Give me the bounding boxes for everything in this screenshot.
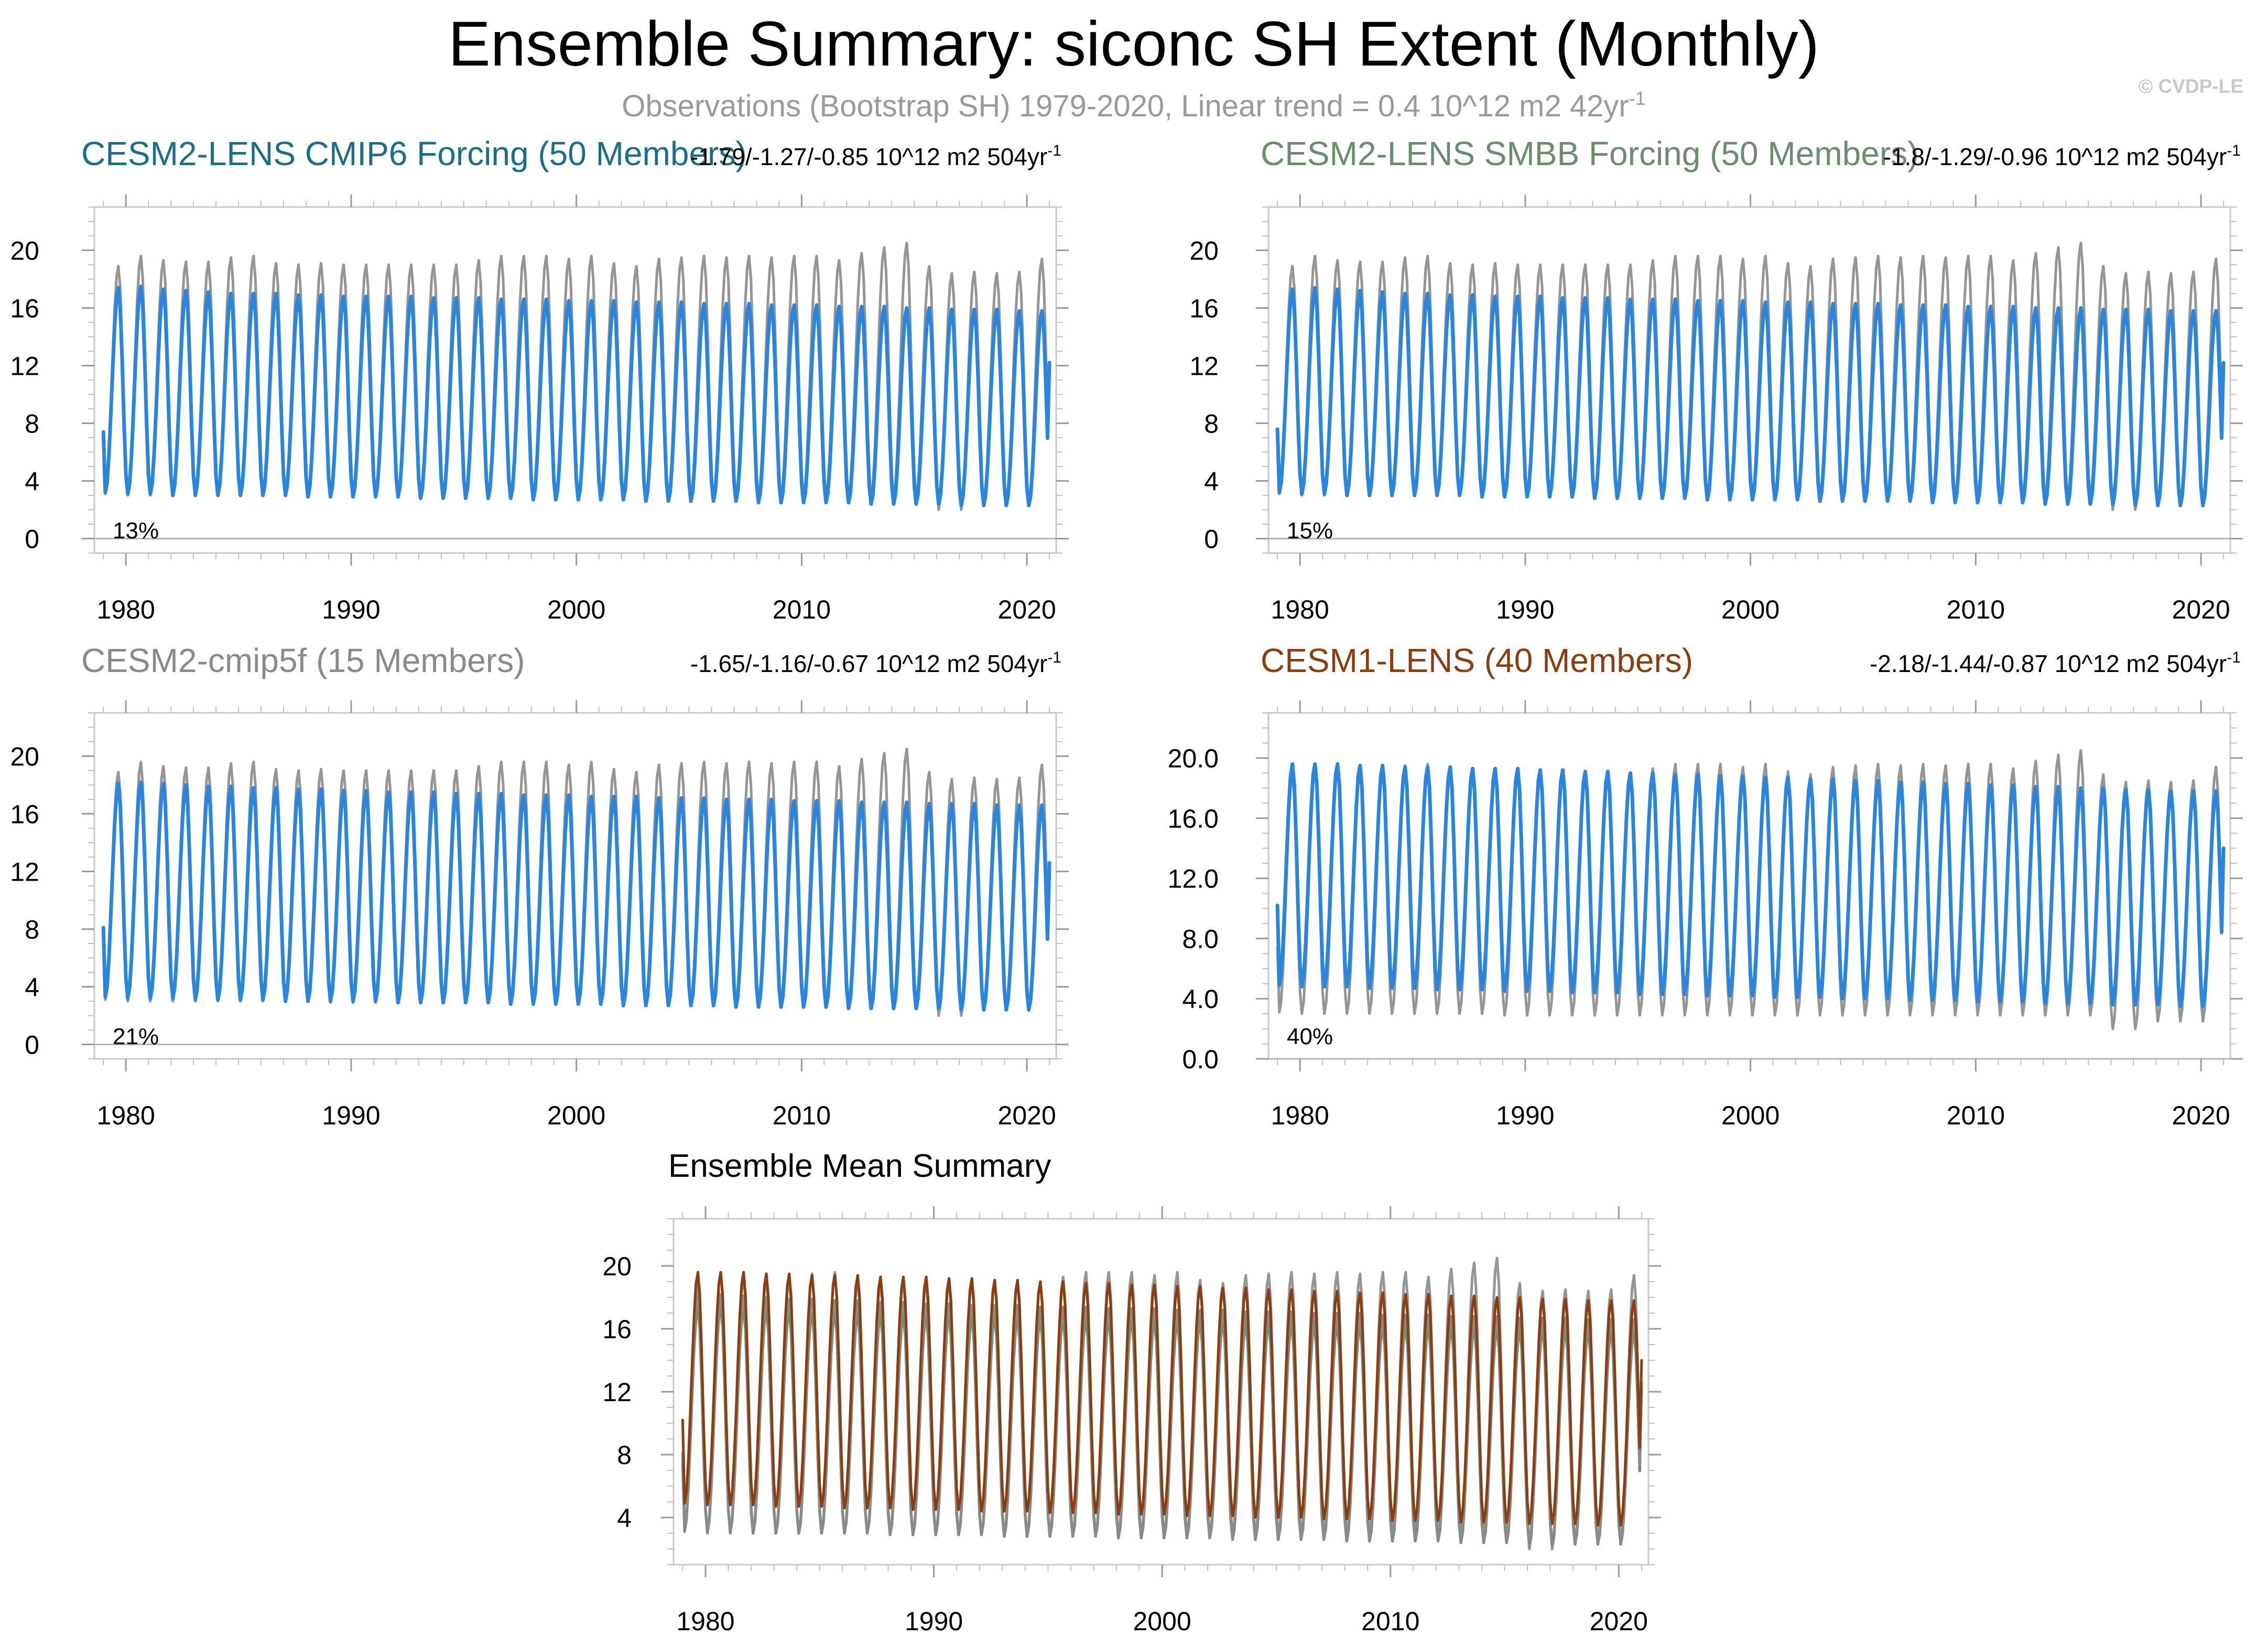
- y-tick-label: 20: [10, 742, 39, 772]
- chart-panel-2: 0 4 8 12 16 20 1980 1990 2000 2010 2020 CESM2-LENS …: [1189, 135, 2243, 624]
- y-tick-label: 12: [602, 1378, 632, 1407]
- y-tick-label: 8: [25, 409, 39, 439]
- x-tick-label: 1990: [322, 1101, 380, 1130]
- x-tick-label: 2020: [998, 1101, 1056, 1130]
- x-tick-label: 2000: [1721, 1101, 1779, 1130]
- x-tick-label: 2010: [1947, 595, 2005, 624]
- series-line-ensemble-mean: [1275, 286, 2226, 507]
- panel-title: CESM2-cmip5f (15 Members): [81, 642, 525, 679]
- x-tick-label: 2010: [773, 595, 831, 624]
- x-tick-label: 1980: [1271, 595, 1329, 624]
- series-line-cesm2-cmip5f: [681, 1293, 1643, 1544]
- x-tick-label: 1990: [905, 1607, 963, 1636]
- y-tick-label: 12: [10, 858, 39, 887]
- y-tick-label: 12: [1189, 352, 1219, 381]
- series-line-ensemble-mean: [1275, 762, 2226, 1009]
- chart-panel-5: 4 8 12 16 20 1980 1990 2000 2010 2020 Ensemble Mea…: [602, 1148, 1661, 1636]
- x-tick-label: 2010: [1947, 1101, 2005, 1130]
- y-tick-label: 8.0: [1182, 924, 1219, 953]
- trend-label: -1.65/-1.16/-0.67 10^12 m2 504yr-1: [690, 649, 1061, 677]
- y-tick-label: 4.0: [1182, 984, 1219, 1014]
- y-tick-label: 16: [1189, 294, 1219, 323]
- trend-label: -1.8/-1.29/-0.96 10^12 m2 504yr-1: [1883, 142, 2241, 170]
- figure-subtitle-text: Observations (Bootstrap SH) 1979-2020, L…: [622, 89, 1629, 123]
- y-tick-label: 16: [602, 1315, 632, 1344]
- panel-title: CESM2-LENS SMBB Forcing (50 Members): [1261, 135, 1918, 172]
- y-tick-label: 12: [10, 352, 39, 381]
- series-line-ensemble-mean: [101, 284, 1051, 507]
- x-tick-label: 1980: [97, 595, 155, 624]
- figure-subtitle: Observations (Bootstrap SH) 1979-2020, L…: [622, 88, 1645, 123]
- y-tick-label: 4: [1204, 467, 1219, 496]
- percent-label: 21%: [113, 1024, 159, 1049]
- trend-label: -2.18/-1.44/-0.87 10^12 m2 504yr-1: [1870, 649, 2241, 677]
- x-tick-label: 2000: [1133, 1607, 1191, 1636]
- y-tick-label: 20: [1189, 236, 1219, 266]
- y-tick-label: 16: [10, 800, 39, 829]
- series-line-ensemble-mean: [101, 780, 1051, 1012]
- minor-ticks: [1262, 707, 2237, 1065]
- y-tick-label: 8: [617, 1440, 632, 1470]
- x-tick-label: 1990: [1496, 595, 1554, 624]
- y-tick-label: 8: [25, 915, 39, 945]
- x-tick-label: 2020: [1590, 1607, 1648, 1636]
- chart-panel-1: 0 4 8 12 16 20 1980 1990 2000 2010 2020 CESM2-LENS …: [10, 135, 1069, 624]
- y-tick-label: 20: [10, 236, 39, 266]
- trend-label: -1.79/-1.27/-0.85 10^12 m2 504yr-1: [690, 142, 1061, 170]
- figure-subtitle-sup: -1: [1629, 88, 1646, 109]
- percent-label: 15%: [1287, 518, 1333, 544]
- x-tick-label: 2020: [2172, 595, 2230, 624]
- y-tick-label: 0: [25, 525, 39, 554]
- y-tick-label: 0: [25, 1031, 39, 1060]
- chart-panel-3: 0 4 8 12 16 20 1980 1990 2000 2010 2020 CESM2-cmip5…: [10, 642, 1069, 1130]
- x-tick-label: 2000: [547, 595, 605, 624]
- y-tick-label: 4: [617, 1503, 632, 1533]
- copyright-label: © CVDP-LE: [2139, 75, 2243, 97]
- y-tick-label: 4: [25, 973, 39, 1002]
- x-tick-label: 1990: [322, 595, 380, 624]
- chart-panel-4: 0.0 4.0 8.0 12.0 16.0 20.0 1980 1990 2000 2010 202…: [1168, 642, 2243, 1130]
- y-tick-label: 0.0: [1182, 1045, 1219, 1074]
- x-tick-label: 2010: [773, 1101, 831, 1130]
- x-tick-label: 1980: [1271, 1101, 1329, 1130]
- x-tick-label: 2010: [1361, 1607, 1419, 1636]
- y-tick-label: 20.0: [1168, 744, 1219, 773]
- percent-label: 40%: [1287, 1024, 1333, 1049]
- x-tick-label: 1980: [97, 1101, 155, 1130]
- x-tick-label: 1980: [676, 1607, 734, 1636]
- x-tick-label: 1990: [1496, 1101, 1554, 1130]
- panel-title: CESM2-LENS CMIP6 Forcing (50 Members): [81, 135, 747, 172]
- x-tick-label: 2020: [2172, 1101, 2230, 1130]
- y-tick-label: 4: [25, 467, 39, 496]
- y-tick-label: 8: [1204, 409, 1219, 439]
- figure-title: Ensemble Summary: siconc SH Extent (Mont…: [448, 8, 1819, 79]
- series-line-cesm1-lens: [681, 1271, 1643, 1527]
- y-tick-label: 20: [602, 1252, 632, 1281]
- percent-label: 13%: [113, 518, 159, 544]
- y-tick-label: 0: [1204, 525, 1219, 554]
- x-tick-label: 2000: [1721, 595, 1779, 624]
- y-tick-label: 16: [10, 294, 39, 323]
- panel-title: Ensemble Mean Summary: [668, 1148, 1051, 1184]
- panel-title: CESM1-LENS (40 Members): [1261, 642, 1693, 679]
- y-tick-label: 16.0: [1168, 804, 1219, 833]
- x-tick-label: 2000: [547, 1101, 605, 1130]
- x-tick-label: 2020: [998, 595, 1056, 624]
- y-tick-label: 12.0: [1168, 864, 1219, 894]
